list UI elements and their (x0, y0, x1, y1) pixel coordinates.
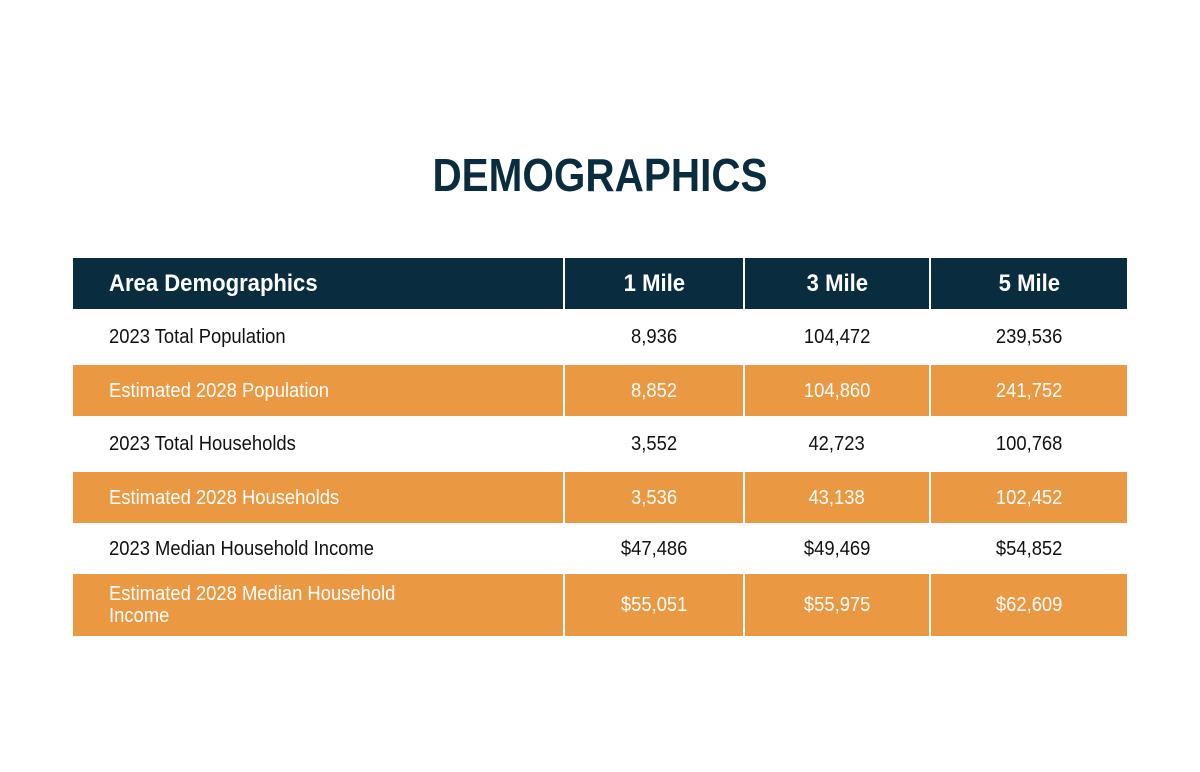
row-value-1-mile: $55,051 (563, 574, 743, 636)
table-row: 2023 Total Households 3,552 42,723 100,7… (73, 416, 1127, 472)
header-3-mile: 3 Mile (743, 258, 929, 309)
table-row: Estimated 2028 Households 3,536 43,138 1… (73, 472, 1127, 523)
row-label: Estimated 2028 Households (109, 486, 340, 509)
row-value-5-mile: 100,768 (929, 416, 1127, 472)
page-title: DEMOGRAPHICS (432, 149, 768, 201)
row-label: Estimated 2028 Median Household Income (109, 583, 396, 627)
table-row: Estimated 2028 Median Household Income $… (73, 574, 1127, 636)
row-value-1-mile: 8,936 (563, 309, 743, 365)
row-label: Estimated 2028 Population (109, 379, 329, 402)
row-value-3-mile: $55,975 (743, 574, 929, 636)
table-header-row: Area Demographics 1 Mile 3 Mile 5 Mile (73, 258, 1127, 309)
row-value-3-mile: 43,138 (743, 472, 929, 523)
row-value-5-mile: 102,452 (929, 472, 1127, 523)
row-value-3-mile: $49,469 (743, 523, 929, 574)
row-label: 2023 Total Population (109, 326, 286, 348)
table-row: Estimated 2028 Population 8,852 104,860 … (73, 365, 1127, 416)
demographics-table: Area Demographics 1 Mile 3 Mile 5 Mile 2… (73, 258, 1127, 636)
table-row: 2023 Total Population 8,936 104,472 239,… (73, 309, 1127, 365)
header-area-demographics: Area Demographics (109, 269, 318, 297)
row-value-3-mile: 104,472 (743, 309, 929, 365)
row-value-3-mile: 104,860 (743, 365, 929, 416)
header-1-mile: 1 Mile (563, 258, 743, 309)
row-value-1-mile: $47,486 (563, 523, 743, 574)
table-row: 2023 Median Household Income $47,486 $49… (73, 523, 1127, 574)
row-value-5-mile: 239,536 (929, 309, 1127, 365)
row-label: 2023 Total Households (109, 433, 296, 455)
row-value-5-mile: $54,852 (929, 523, 1127, 574)
row-value-1-mile: 3,536 (563, 472, 743, 523)
row-value-3-mile: 42,723 (743, 416, 929, 472)
row-value-1-mile: 3,552 (563, 416, 743, 472)
header-5-mile: 5 Mile (929, 258, 1127, 309)
row-value-5-mile: $62,609 (929, 574, 1127, 636)
row-label: 2023 Median Household Income (109, 537, 374, 560)
row-value-1-mile: 8,852 (563, 365, 743, 416)
row-value-5-mile: 241,752 (929, 365, 1127, 416)
